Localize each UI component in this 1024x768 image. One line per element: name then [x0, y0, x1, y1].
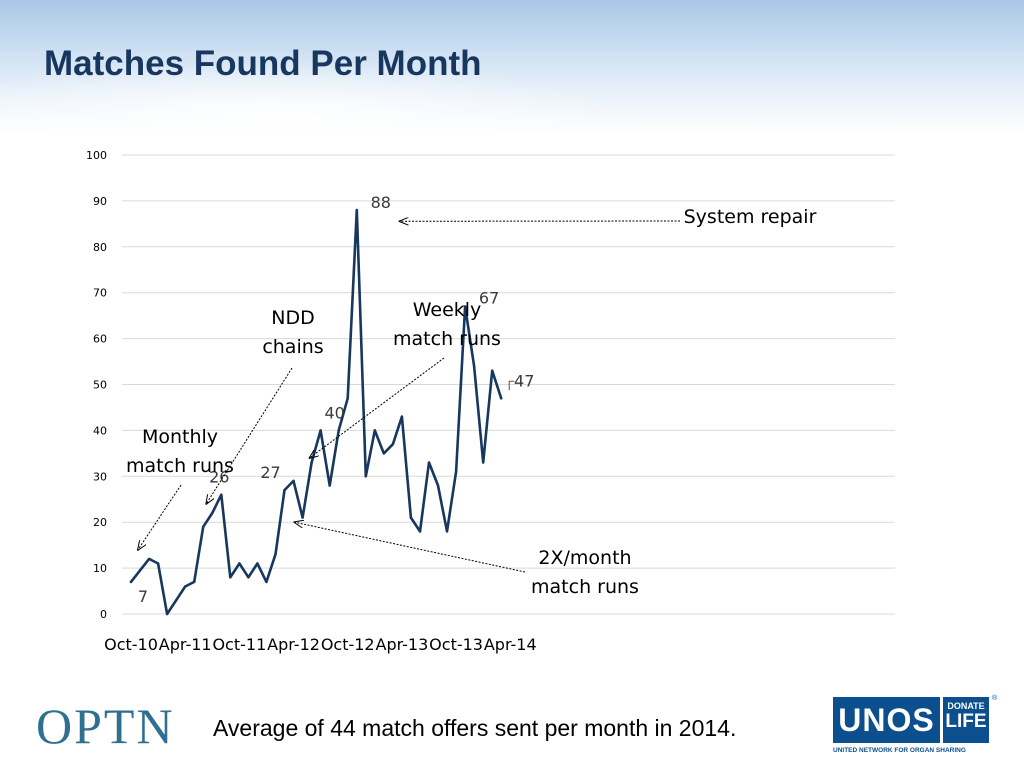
header-band	[0, 0, 1024, 170]
data-point-23	[337, 429, 340, 432]
data-label-67: 67	[479, 288, 499, 307]
annotation-0-line-1: match runs	[126, 455, 234, 477]
data-point-22	[328, 484, 331, 487]
data-point-2	[147, 557, 151, 561]
data-point-32	[418, 530, 422, 533]
data-point-29	[391, 442, 395, 446]
life-text: LIFE	[945, 711, 987, 732]
data-point-31	[409, 516, 413, 519]
y-tick-label-10: 10	[93, 562, 107, 575]
annotation-arrow-1	[206, 367, 293, 504]
data-point-38	[472, 364, 476, 368]
data-point-8	[202, 525, 205, 528]
data-point-5	[174, 599, 178, 602]
data-point-21	[319, 429, 322, 432]
annotation-arrow-0	[138, 484, 182, 550]
data-point-30	[400, 415, 404, 418]
data-point-1	[138, 569, 142, 572]
data-label-27: 27	[260, 463, 280, 482]
y-tick-label-30: 30	[93, 470, 107, 483]
data-point-7	[193, 580, 196, 584]
x-tick-label-oct-12: Oct-12	[321, 635, 375, 654]
data-point-20	[310, 461, 313, 464]
data-label-47-leader	[508, 380, 515, 391]
data-point-6	[183, 585, 187, 588]
data-point-40	[491, 369, 494, 372]
annotation-3-line-1: match runs	[531, 576, 639, 598]
y-tick-label-0: 0	[100, 608, 107, 621]
y-tick-label-90: 90	[93, 195, 107, 208]
data-point-19	[301, 516, 304, 519]
x-tick-label-apr-11: Apr-11	[159, 635, 212, 654]
x-tick-label-apr-12: Apr-12	[267, 635, 320, 654]
data-label-88: 88	[371, 193, 391, 212]
data-point-11	[229, 576, 232, 579]
annotation-1-line-1: chains	[262, 336, 323, 358]
x-tick-label-apr-13: Apr-13	[376, 635, 429, 654]
data-point-27	[373, 429, 377, 432]
annotation-1-line-0: NDD	[271, 307, 314, 329]
data-point-36	[454, 470, 458, 473]
slide-title: Matches Found Per Month	[44, 44, 482, 83]
data-point-17	[283, 488, 286, 492]
data-point-28	[382, 452, 386, 455]
y-tick-label-50: 50	[93, 379, 107, 392]
data-point-34	[436, 484, 440, 487]
data-label-47: 47	[514, 371, 534, 390]
data-point-18	[292, 479, 295, 483]
data-point-15	[265, 580, 268, 584]
data-point-39	[481, 461, 485, 464]
data-point-33	[427, 461, 431, 464]
data-point-14	[256, 562, 259, 565]
y-tick-label-70: 70	[93, 287, 107, 300]
series-line-0	[129, 208, 503, 616]
annotation-2-line-1: match runs	[393, 328, 501, 350]
annotation-2-line-0: Weekly	[413, 299, 482, 321]
data-point-16	[274, 553, 277, 556]
data-point-24	[346, 397, 349, 400]
data-point-10	[220, 493, 223, 496]
data-point-0	[129, 580, 133, 584]
y-tick-label-80: 80	[93, 241, 107, 254]
annotation-3-line-0: 2X/month	[538, 547, 631, 569]
data-point-41	[500, 397, 503, 400]
annotation-arrow-3	[295, 522, 526, 573]
data-point-25	[355, 208, 358, 212]
data-point-26	[364, 475, 367, 478]
x-tick-label-apr-14: Apr-14	[484, 635, 537, 654]
annotation-4-line-0: System repair	[684, 206, 817, 228]
data-point-13	[247, 576, 250, 579]
y-tick-label-20: 20	[93, 516, 107, 529]
x-tick-label-oct-11: Oct-11	[212, 635, 266, 654]
y-tick-label-100: 100	[86, 149, 107, 162]
data-point-9	[211, 511, 214, 515]
x-tick-label-oct-13: Oct-13	[429, 635, 483, 654]
data-point-37	[463, 305, 467, 308]
x-tick-label-oct-10: Oct-10	[104, 635, 158, 654]
y-tick-label-60: 60	[93, 333, 107, 346]
unos-logo: UNOS DONATE LIFE ® UNITED NETWORK FOR OR…	[833, 695, 997, 757]
donate-life-badge: DONATE LIFE	[943, 697, 989, 743]
data-point-3	[156, 562, 160, 565]
unos-wordmark: UNOS	[833, 697, 940, 743]
registered-mark: ®	[992, 695, 998, 702]
data-point-35	[445, 530, 449, 533]
footer-caption: Average of 44 match offers sent per mont…	[213, 715, 737, 741]
data-label-7: 7	[138, 587, 148, 606]
data-point-4	[165, 612, 169, 616]
optn-logo: OPTN	[36, 698, 175, 754]
donate-text: DONATE	[947, 701, 985, 711]
unos-subtitle: UNITED NETWORK FOR ORGAN SHARING	[833, 747, 966, 754]
y-tick-label-40: 40	[93, 424, 107, 437]
data-point-12	[238, 562, 241, 565]
data-label-26: 26	[209, 468, 229, 487]
data-label-40: 40	[325, 403, 345, 422]
annotation-0-line-0: Monthly	[142, 426, 218, 448]
